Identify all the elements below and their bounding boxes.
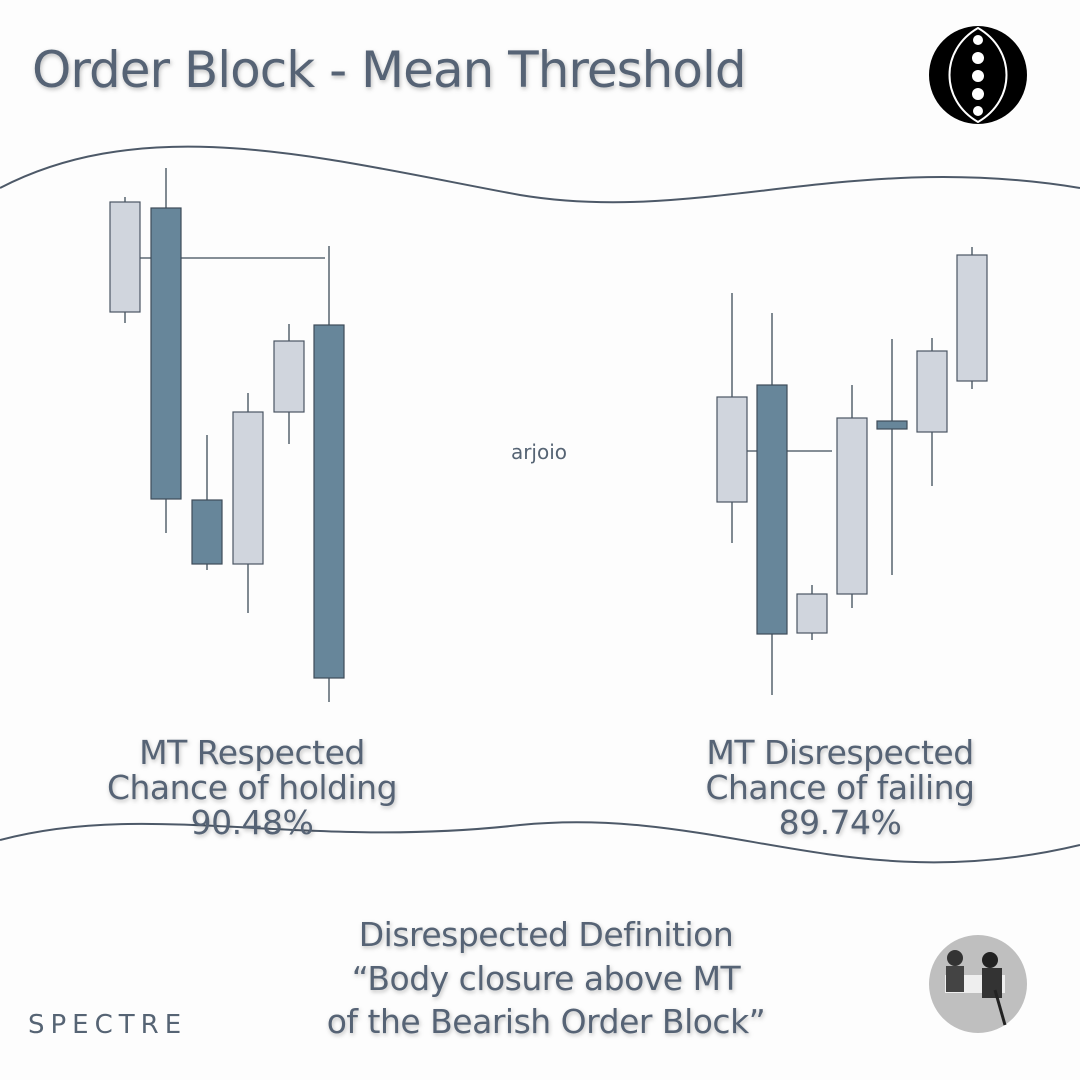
definition-title: Disrespected Definition xyxy=(359,915,733,954)
title: Order Block - Mean Threshold xyxy=(32,41,746,99)
definition-text: “Body closure above MT xyxy=(352,959,742,998)
right-caption: Chance of failing xyxy=(705,768,974,807)
left-candles xyxy=(109,168,345,702)
left-caption: MT Respected xyxy=(139,733,365,772)
left-caption: Chance of holding xyxy=(107,768,397,807)
brand: SPECTRE xyxy=(28,1010,187,1040)
logo xyxy=(929,26,1027,124)
right-candles xyxy=(716,247,988,695)
photo xyxy=(929,935,1027,1033)
bottom-wave xyxy=(0,821,1080,864)
definition-text: of the Bearish Order Block” xyxy=(327,1002,766,1041)
watermark: arjoio xyxy=(511,440,567,464)
right-caption: MT Disrespected xyxy=(706,733,973,772)
right-stat: 89.74% xyxy=(779,803,902,842)
left-stat: 90.48% xyxy=(191,803,314,842)
top-wave xyxy=(0,145,1080,204)
